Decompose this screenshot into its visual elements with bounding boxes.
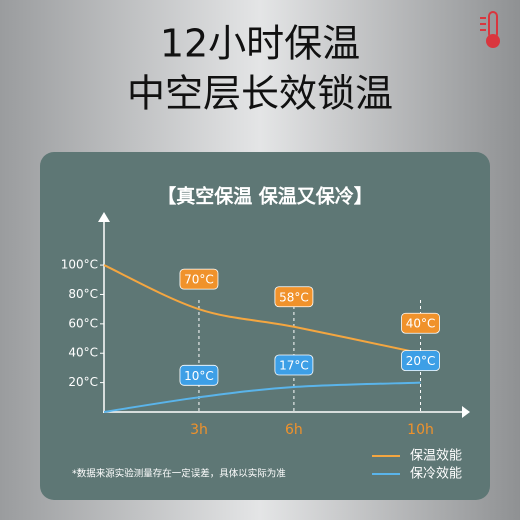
y-tick-label: 80°C (68, 287, 98, 301)
value-label: 40°C (406, 317, 436, 331)
y-axis-arrow (98, 212, 110, 222)
card (40, 152, 490, 500)
value-label-box (401, 312, 440, 334)
legend-label: 保温效能 (410, 449, 462, 464)
title-line: 12小时保温 (160, 22, 360, 66)
y-tick-label: 60°C (68, 316, 98, 330)
value-label: 58°C (279, 290, 309, 304)
legend-label: 保冷效能 (410, 467, 462, 482)
y-tick-label: 40°C (68, 346, 98, 360)
series-line (103, 264, 421, 355)
value-label-box (179, 268, 219, 290)
x-tick-label: 6h (285, 422, 303, 438)
x-axis-arrow (462, 406, 470, 418)
thermometer-icon (480, 11, 500, 48)
chart-title: 【真空保温 保温又保冷】 (157, 185, 373, 208)
title-line: 中空层长效锁温 (127, 72, 393, 116)
value-label-box (179, 364, 219, 386)
value-label: 70°C (184, 273, 214, 287)
y-tick-label: 20°C (68, 375, 98, 389)
value-label-box (401, 350, 440, 372)
value-label: 20°C (406, 354, 436, 368)
value-label-box (274, 354, 314, 376)
value-label: 17°C (279, 359, 309, 373)
y-tick-label: 100°C (61, 258, 98, 272)
x-tick-label: 3h (190, 422, 208, 438)
footnote: *数据来源实验测量存在一定误差，具体以实际为准 (72, 468, 286, 480)
value-label-box (274, 286, 314, 308)
series-line (103, 381, 421, 413)
x-tick-label: 10h (407, 422, 434, 438)
value-label: 10°C (184, 369, 214, 383)
